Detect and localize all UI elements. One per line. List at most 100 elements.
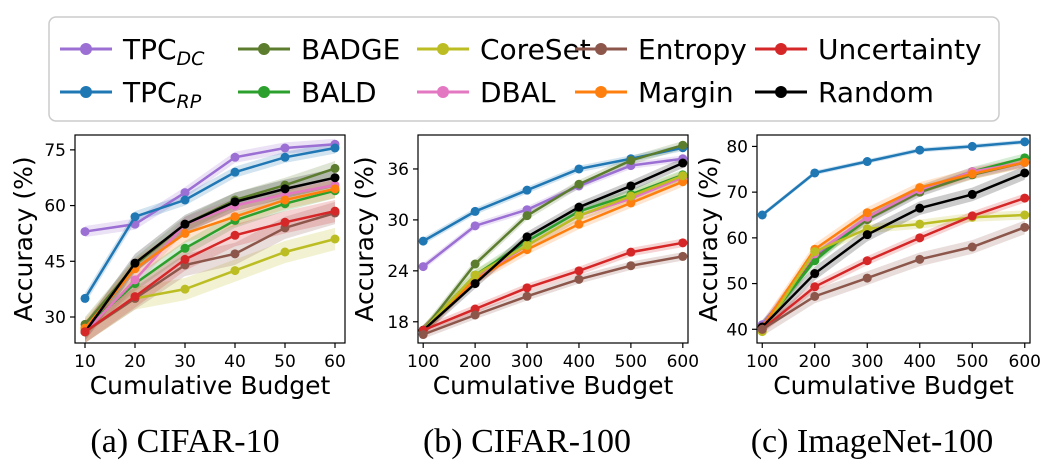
band-margin xyxy=(762,156,1025,333)
data-point xyxy=(180,219,190,229)
data-point xyxy=(574,202,584,212)
data-point xyxy=(418,262,428,272)
plot-area xyxy=(757,137,1030,337)
legend-entry-bald: BALD xyxy=(238,76,377,109)
y-tick-label: 30 xyxy=(387,211,409,231)
data-point xyxy=(80,293,90,303)
data-point xyxy=(626,198,636,208)
legend-label-base: Uncertainty xyxy=(818,33,982,66)
data-point xyxy=(1020,222,1030,232)
plot-area xyxy=(80,138,340,343)
legend-label-base: BALD xyxy=(301,76,377,109)
data-point xyxy=(678,238,688,248)
data-point xyxy=(967,242,977,252)
series-line xyxy=(761,140,1025,216)
axes-frame xyxy=(756,134,1031,344)
y-tick-label: 60 xyxy=(726,229,748,249)
panel-caption: (a) CIFAR-10 xyxy=(90,423,279,460)
data-point xyxy=(230,230,240,240)
series-entropy xyxy=(418,251,688,340)
y-tick-label: 45 xyxy=(44,252,66,272)
y-axis-label: Accuracy (%) xyxy=(9,156,38,321)
legend-marker xyxy=(595,43,607,55)
data-point xyxy=(574,211,584,221)
band-bald xyxy=(85,183,335,336)
legend-marker xyxy=(775,86,787,98)
panel-caption: (c) ImageNet-100 xyxy=(751,423,994,460)
data-point xyxy=(757,210,767,220)
legend-marker xyxy=(80,43,92,55)
data-point xyxy=(967,141,977,151)
x-tick-label: 200 xyxy=(459,352,491,372)
legend-entry-dbal: DBAL xyxy=(417,76,556,109)
data-point xyxy=(810,168,820,178)
data-point xyxy=(330,206,340,216)
legend-label-base: BADGE xyxy=(301,33,400,66)
data-point xyxy=(574,219,584,229)
legend-label-base: Entropy xyxy=(638,33,747,66)
data-point xyxy=(862,230,872,240)
legend-label: DBAL xyxy=(480,76,556,109)
x-tick-label: 600 xyxy=(1009,352,1041,372)
legend-label-base: Random xyxy=(818,76,934,109)
data-point xyxy=(1020,168,1030,178)
legend-label: Entropy xyxy=(638,33,747,66)
x-tick-label: 40 xyxy=(224,352,246,372)
data-point xyxy=(230,249,240,259)
axes-frame xyxy=(417,134,689,344)
y-tick-label: 30 xyxy=(44,308,66,328)
data-point xyxy=(915,233,925,243)
data-point xyxy=(180,228,190,238)
data-point xyxy=(130,292,140,302)
data-point xyxy=(280,195,290,205)
data-point xyxy=(522,291,532,301)
series-line xyxy=(422,143,684,332)
series-line xyxy=(84,189,336,330)
legend-marker xyxy=(595,86,607,98)
data-point xyxy=(1020,193,1030,203)
data-point xyxy=(967,189,977,199)
panel-cifar-10: 10 20 30 40 50 60 30 45 60 75 Cumulative Budget Acc… xyxy=(9,134,346,460)
data-point xyxy=(1020,137,1030,147)
series-line xyxy=(84,183,336,333)
series-line xyxy=(761,171,1026,328)
x-tick-label: 20 xyxy=(124,352,146,372)
x-tick-label: 400 xyxy=(904,352,936,372)
data-point xyxy=(810,269,820,279)
legend-entry-random: Random xyxy=(755,76,934,109)
legend-label: CoreSet xyxy=(480,33,591,66)
data-point xyxy=(230,167,240,177)
band-coreset xyxy=(762,210,1025,337)
data-point xyxy=(80,227,90,237)
data-point xyxy=(180,195,190,205)
x-axis-label: Cumulative Budget xyxy=(773,371,1014,400)
legend-entry-coreset: CoreSet xyxy=(417,33,591,66)
series-line xyxy=(761,161,1026,328)
series-badge xyxy=(418,140,688,335)
data-point xyxy=(678,158,688,168)
x-tick-label: 300 xyxy=(511,352,543,372)
legend-label-base: DBAL xyxy=(480,76,556,109)
y-tick-label: 70 xyxy=(726,183,748,203)
y-tick-label: 75 xyxy=(44,141,66,161)
series-line xyxy=(422,157,683,268)
series-line xyxy=(422,241,684,332)
data-point xyxy=(470,206,480,216)
data-point xyxy=(130,275,140,285)
data-point xyxy=(678,251,688,261)
legend-label-base: TPC xyxy=(122,76,177,109)
legend-entry-badge: BADGE xyxy=(238,33,400,66)
data-point xyxy=(230,197,240,207)
legend-entry-entropy: Entropy xyxy=(575,33,747,66)
data-point xyxy=(330,163,340,173)
data-point xyxy=(862,157,872,167)
y-tick-label: 36 xyxy=(387,160,409,180)
x-tick-label: 60 xyxy=(324,352,346,372)
panel-caption: (b) CIFAR-100 xyxy=(423,423,631,460)
y-axis-label: Accuracy (%) xyxy=(350,156,379,321)
y-tick-label: 24 xyxy=(387,262,409,282)
series-line xyxy=(84,187,336,329)
series-entropy xyxy=(757,222,1030,334)
legend-marker xyxy=(258,43,270,55)
